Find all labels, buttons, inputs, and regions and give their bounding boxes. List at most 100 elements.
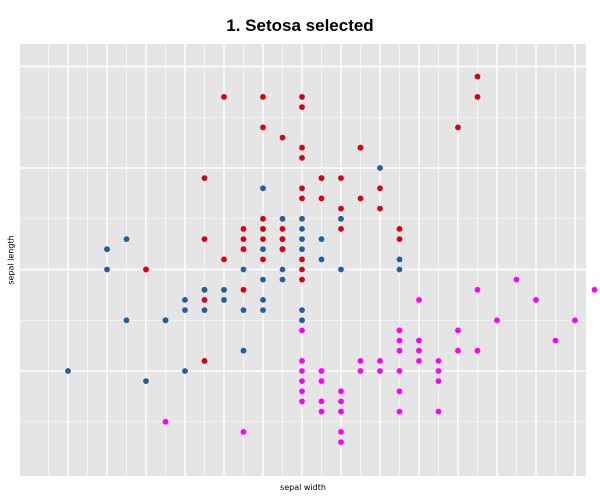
data-point-magenta xyxy=(435,358,442,364)
data-point-magenta xyxy=(455,347,461,354)
data-point-blue xyxy=(299,215,305,222)
data-point-red xyxy=(396,236,403,243)
data-point-blue xyxy=(123,317,130,324)
data-point-red xyxy=(299,276,305,283)
data-point-red xyxy=(260,236,266,243)
data-point-red xyxy=(299,185,305,192)
data-point-red xyxy=(221,94,227,100)
data-point-blue xyxy=(182,307,188,313)
data-point-red xyxy=(377,185,383,192)
data-point-blue xyxy=(260,297,266,303)
data-point-blue xyxy=(260,307,266,313)
data-point-magenta xyxy=(377,358,383,364)
data-point-red xyxy=(299,266,305,273)
data-point-red xyxy=(396,226,403,232)
data-point-blue xyxy=(240,307,247,313)
data-point-magenta xyxy=(396,388,403,395)
data-points xyxy=(65,73,598,445)
data-point-magenta xyxy=(474,286,481,293)
data-point-blue xyxy=(260,185,266,192)
data-point-magenta xyxy=(533,297,539,303)
data-point-red xyxy=(357,144,364,151)
data-point-red xyxy=(260,124,266,131)
data-point-blue xyxy=(182,297,188,303)
data-point-red xyxy=(221,256,227,263)
data-point-red xyxy=(299,94,305,100)
data-point-red xyxy=(318,175,325,182)
data-point-magenta xyxy=(338,439,344,445)
data-point-magenta xyxy=(338,429,344,435)
data-point-red xyxy=(201,236,208,243)
data-point-magenta xyxy=(513,276,520,283)
data-point-blue xyxy=(201,286,208,293)
data-point-blue xyxy=(201,307,208,313)
data-point-magenta xyxy=(494,317,500,324)
data-point-magenta xyxy=(396,408,403,415)
data-point-blue xyxy=(221,286,227,293)
data-point-red xyxy=(338,175,344,182)
data-point-red xyxy=(260,94,266,100)
data-point-blue xyxy=(143,378,149,384)
data-point-red xyxy=(240,226,247,232)
data-point-blue xyxy=(104,246,110,253)
data-point-red xyxy=(143,266,149,273)
data-point-magenta xyxy=(299,327,305,334)
data-point-magenta xyxy=(299,388,305,395)
data-point-magenta xyxy=(435,368,442,374)
data-point-red xyxy=(474,73,481,80)
data-point-red xyxy=(299,104,305,110)
data-point-magenta xyxy=(299,398,305,405)
data-point-magenta xyxy=(318,408,325,415)
data-point-red xyxy=(299,155,305,161)
data-point-magenta xyxy=(455,327,461,334)
data-point-blue xyxy=(338,266,344,273)
data-point-red xyxy=(299,256,305,263)
x-axis-label: sepal width xyxy=(280,483,326,492)
data-point-blue xyxy=(299,246,305,253)
data-point-red xyxy=(299,144,305,151)
data-point-red xyxy=(240,236,247,243)
data-point-magenta xyxy=(162,418,169,425)
data-point-blue xyxy=(279,266,286,273)
data-point-red xyxy=(279,134,286,141)
data-point-blue xyxy=(299,236,305,243)
data-point-magenta xyxy=(396,347,403,354)
data-point-blue xyxy=(221,297,227,303)
data-point-magenta xyxy=(474,347,481,354)
data-point-blue xyxy=(396,266,403,273)
data-point-blue xyxy=(240,266,247,273)
data-point-magenta xyxy=(591,286,598,293)
data-point-magenta xyxy=(416,347,422,354)
data-point-blue xyxy=(279,215,286,222)
data-point-magenta xyxy=(338,398,344,405)
data-point-magenta xyxy=(338,408,344,415)
data-point-red xyxy=(201,175,208,182)
data-point-red xyxy=(201,358,208,364)
data-point-red xyxy=(279,236,286,243)
data-point-magenta xyxy=(435,378,442,384)
data-point-blue xyxy=(299,307,305,313)
data-point-blue xyxy=(318,256,325,263)
data-point-red xyxy=(455,124,461,131)
data-point-blue xyxy=(104,266,110,273)
data-point-red xyxy=(279,246,286,253)
data-point-red xyxy=(260,215,266,222)
data-point-red xyxy=(201,297,208,303)
data-point-magenta xyxy=(299,358,305,364)
data-point-blue xyxy=(299,226,305,232)
data-point-magenta xyxy=(338,388,344,395)
data-point-magenta xyxy=(552,337,559,344)
data-point-red xyxy=(338,226,344,232)
data-point-blue xyxy=(377,165,383,171)
data-point-magenta xyxy=(240,429,247,435)
data-point-magenta xyxy=(318,398,325,405)
data-point-magenta xyxy=(318,378,325,384)
data-point-magenta xyxy=(357,358,364,364)
data-point-magenta xyxy=(416,337,422,344)
data-point-red xyxy=(279,226,286,232)
data-point-magenta xyxy=(396,368,403,374)
chart-title: 1. Setosa selected xyxy=(226,16,374,35)
data-point-magenta xyxy=(318,368,325,374)
data-point-blue xyxy=(240,347,247,354)
data-point-magenta xyxy=(299,378,305,384)
